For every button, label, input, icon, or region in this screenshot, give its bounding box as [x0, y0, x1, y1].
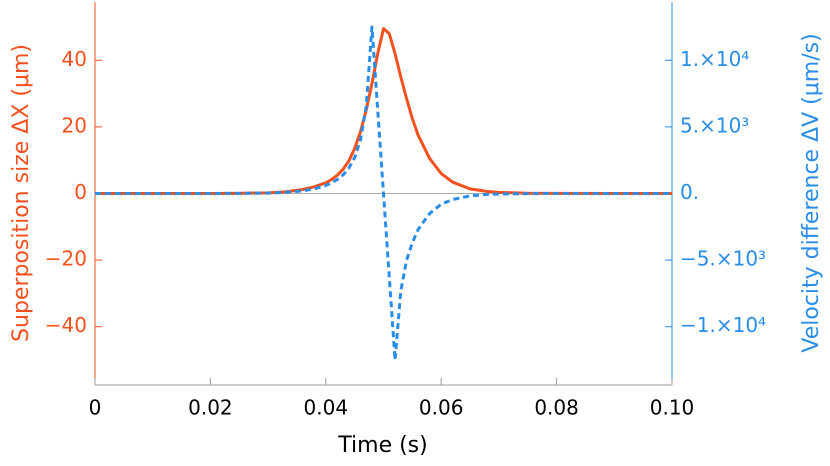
- y-axis-label: Superposition size ΔX (μm): [9, 44, 34, 342]
- y2-tick-label: 0.: [680, 180, 699, 204]
- series-line: [95, 25, 672, 362]
- y2-tick-label: −5.×10³: [680, 247, 766, 271]
- y2-tick-label: 1.×10⁴: [680, 47, 749, 71]
- x-axis-label: Time (s): [337, 433, 427, 458]
- x-tick-label: 0.02: [188, 396, 233, 420]
- y2-tick-label: 5.×10³: [680, 113, 749, 137]
- x-tick-label: 0.10: [650, 396, 695, 420]
- y-tick-label: 40: [62, 47, 87, 71]
- y-tick-label: 0: [74, 180, 87, 204]
- y-tick-label: −20: [45, 247, 87, 271]
- x-tick-label: 0: [89, 396, 102, 420]
- x-tick-label: 0.06: [419, 396, 464, 420]
- y2-axis-label: Velocity difference ΔV (μm/s): [799, 33, 824, 352]
- y-tick-label: −40: [45, 313, 87, 337]
- x-tick-label: 0.08: [534, 396, 579, 420]
- y2-tick-label: −1.×10⁴: [680, 313, 766, 337]
- y-tick-label: 20: [62, 113, 87, 137]
- series-line: [95, 27, 672, 195]
- x-tick-label: 0.04: [304, 396, 349, 420]
